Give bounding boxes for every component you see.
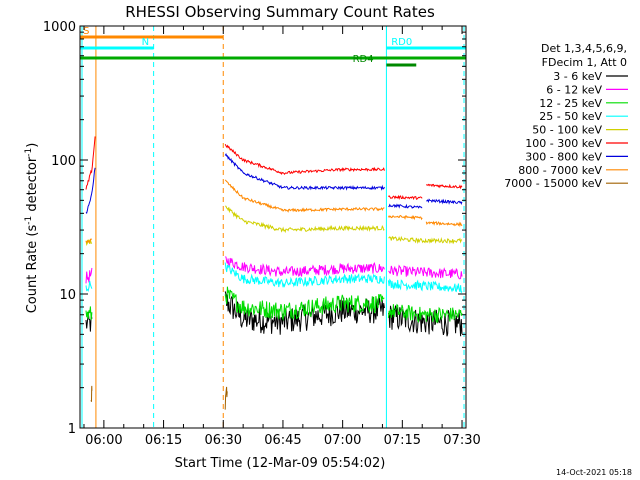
series-line-7-3 xyxy=(425,220,463,228)
series-line-6-3 xyxy=(426,198,463,205)
series-line-7-2 xyxy=(387,215,423,221)
legend-label-3: 25 - 50 keV xyxy=(539,110,602,123)
flag-label-0: S xyxy=(83,26,89,37)
series-line-7-0 xyxy=(85,238,93,244)
x-tick-label-4: 07:00 xyxy=(324,433,361,448)
x-tick-label-3: 06:45 xyxy=(264,433,301,448)
x-axis-label: Start Time (12-Mar-09 05:54:02) xyxy=(175,456,386,471)
legend-header-1: Det 1,3,4,5,6,9, xyxy=(541,42,627,55)
series-line-5-3 xyxy=(425,183,463,190)
legend: Det 1,3,4,5,6,9, FDecim 1, Att 0 3 - 6 k… xyxy=(504,42,628,190)
series-line-6-2 xyxy=(388,203,423,209)
series-line-7-1 xyxy=(224,179,385,213)
series-line-4-1 xyxy=(225,205,385,234)
x-tick-label-1: 06:15 xyxy=(145,433,182,448)
y-axis-label-sup1: -1 xyxy=(24,216,34,225)
chart-title: RHESSI Observing Summary Count Rates xyxy=(125,3,435,21)
legend-label-7: 800 - 7000 keV xyxy=(518,164,602,177)
series-line-5-0 xyxy=(85,136,96,190)
series-line-6-0 xyxy=(85,167,96,214)
flag-label-4: RD4 xyxy=(353,54,374,65)
legend-label-6: 300 - 800 keV xyxy=(525,150,602,163)
mode-vlines xyxy=(81,26,465,428)
legend-label-4: 50 - 100 keV xyxy=(532,124,602,137)
series-line-8-1 xyxy=(224,386,228,410)
legend-label-2: 12 - 25 keV xyxy=(539,97,602,110)
legend-header-2: FDecim 1, Att 0 xyxy=(542,56,627,69)
series-line-1-2 xyxy=(388,264,463,280)
legend-label-5: 100 - 300 keV xyxy=(525,137,602,150)
series-line-5-2 xyxy=(388,194,423,201)
y-axis-label-main: Count Rate (s xyxy=(25,225,40,314)
series-line-3-1 xyxy=(224,262,385,288)
x-tick-label-5: 07:15 xyxy=(384,433,421,448)
timestamp: 14-Oct-2021 05:18 xyxy=(556,468,632,477)
series-line-2-2 xyxy=(387,303,463,324)
series-line-3-0 xyxy=(85,280,93,293)
series-line-2-0 xyxy=(85,306,93,321)
legend-label-0: 3 - 6 keV xyxy=(553,70,602,83)
legend-label-8: 7000 - 15000 keV xyxy=(504,177,602,190)
y-axis-label-sup2: -1 xyxy=(24,148,34,157)
y-axis-label: Count Rate (s-1 detector-1) xyxy=(24,143,40,314)
series-line-1-0 xyxy=(85,267,93,284)
series-line-5-1 xyxy=(224,143,385,176)
x-tick-label-2: 06:30 xyxy=(205,433,242,448)
series-lines xyxy=(85,136,463,410)
series-line-4-2 xyxy=(388,235,463,245)
series-line-0-0 xyxy=(85,311,93,332)
axes xyxy=(79,25,467,429)
x-ticks: 06:00 06:15 06:30 06:45 07:00 07:15 07:30 xyxy=(83,26,481,448)
flag-label-2: RD0 xyxy=(391,37,412,48)
y-ticks: 1 10 100 1000 xyxy=(43,20,466,437)
y-axis-label-mid: detector xyxy=(25,156,40,216)
flag-label-1: N xyxy=(142,37,149,48)
y-tick-label-0: 1 xyxy=(68,422,76,437)
series-line-4-0 xyxy=(85,239,93,247)
series-line-2-1 xyxy=(224,286,385,322)
series-line-3-2 xyxy=(387,278,463,294)
series-line-1-1 xyxy=(224,256,385,278)
series-line-6-1 xyxy=(224,153,385,191)
y-tick-label-3: 1000 xyxy=(43,20,76,35)
x-tick-label-6: 07:30 xyxy=(443,433,480,448)
y-tick-label-1: 10 xyxy=(59,288,76,303)
x-tick-label-0: 06:00 xyxy=(85,433,122,448)
y-axis-label-end: ) xyxy=(25,143,40,148)
legend-label-1: 6 - 12 keV xyxy=(546,83,602,96)
y-tick-label-2: 100 xyxy=(51,154,76,169)
flag-bars: S N RD0 RD4 xyxy=(80,26,466,67)
axes-frame xyxy=(79,25,467,429)
series-line-8-0 xyxy=(90,385,93,402)
